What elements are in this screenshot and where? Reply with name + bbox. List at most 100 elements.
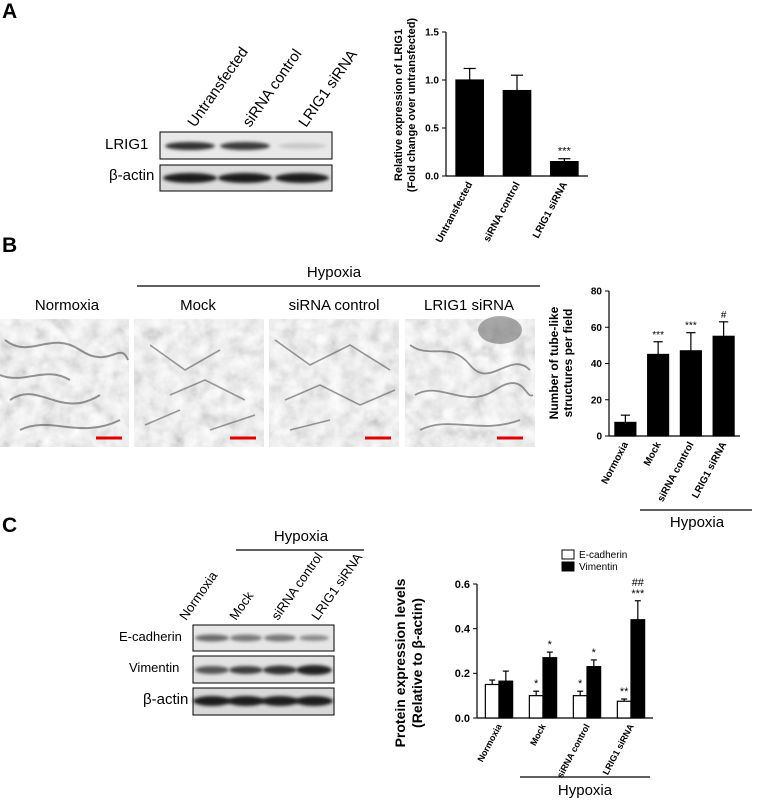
hypoxia-label: Hypoxia — [274, 528, 329, 545]
significance-label: * — [592, 647, 597, 659]
significance-label: * — [578, 678, 583, 690]
significance-label: ## — [632, 577, 645, 589]
significance-label: *** — [685, 321, 697, 332]
x-tick-label: Untransfected — [434, 180, 475, 245]
bar — [484, 683, 500, 719]
y-tick-label: 1.5 — [425, 28, 439, 39]
blot-band — [220, 142, 270, 150]
legend-swatch — [561, 561, 575, 572]
legend-label: E-cadherin — [579, 550, 627, 561]
x-tick-label: siRNA control — [555, 722, 592, 779]
bar — [528, 695, 544, 719]
significance-label: * — [534, 678, 539, 690]
significance-label: *** — [652, 330, 664, 341]
y-axis-label: Number of tube-like — [547, 306, 561, 419]
panel-a-chart: Relative expression of LRIG1 (Fold chang… — [393, 18, 588, 245]
blot-row-label: Vimentin — [129, 660, 179, 675]
bar — [614, 421, 637, 437]
y-tick-label: 0.2 — [455, 668, 470, 680]
panel-a-blot: LRIG1 β-actin — [105, 131, 333, 192]
bar — [712, 335, 735, 437]
panel-c-blot: E-cadherin Vimentin β-actin — [119, 624, 335, 716]
blot-band — [195, 666, 229, 674]
micrograph-lrig1-sirna — [405, 316, 535, 447]
y-tick-label: 40 — [591, 359, 603, 370]
bar — [502, 89, 532, 177]
blot-row-label: LRIG1 — [105, 136, 148, 153]
blot-band — [227, 696, 265, 706]
hypoxia-label: Hypoxia — [307, 264, 362, 281]
blot-row-label: β-actin — [109, 167, 154, 184]
bar — [647, 353, 670, 437]
x-tick-label: Mock — [642, 440, 664, 468]
lane-label: siRNA control — [239, 46, 305, 130]
significance-label: *** — [558, 146, 572, 158]
blot-band — [218, 173, 272, 183]
blot-band — [165, 142, 215, 150]
y-tick-label: 0.0 — [425, 172, 439, 183]
lane-label: Mock — [226, 588, 256, 622]
x-tick-label: Normoxia — [600, 440, 632, 486]
hypoxia-label: Hypoxia — [670, 514, 725, 531]
blot-row-label: β-actin — [143, 691, 188, 708]
micrograph-sirna-control — [269, 319, 399, 447]
bar — [455, 79, 484, 177]
x-tick-label: Mock — [528, 721, 548, 747]
bar — [550, 161, 579, 177]
blot-row-label: E-cadherin — [119, 629, 182, 644]
panel-b-chart: Number of tube-like structures per field… — [547, 287, 752, 531]
blot-band — [278, 143, 326, 149]
bar — [542, 657, 558, 719]
x-tick-label: LRIG1 siRNA — [601, 722, 636, 777]
y-tick-label: 0.6 — [455, 579, 470, 591]
legend-swatch — [561, 549, 575, 560]
y-tick-label: 60 — [591, 323, 603, 334]
significance-label: ** — [620, 686, 629, 698]
blot-band — [299, 635, 329, 641]
y-tick-label: 20 — [591, 395, 603, 406]
bar — [630, 619, 646, 719]
blot-band — [263, 665, 297, 675]
y-tick-label: 1.0 — [425, 76, 439, 87]
y-tick-label: 0.4 — [455, 624, 471, 636]
bar — [586, 666, 602, 719]
panel-c-lane-labels: Normoxia Mock siRNA control LRIG1 siRNA — [176, 550, 365, 623]
significance-label: * — [548, 639, 553, 651]
y-tick-label: 0.5 — [425, 124, 439, 135]
blot-band — [195, 634, 229, 642]
image-label: Mock — [180, 297, 216, 314]
blot-band — [264, 634, 296, 642]
lane-label: Normoxia — [176, 568, 221, 623]
blot-band — [275, 173, 329, 183]
blot-band — [295, 696, 333, 706]
blot-band — [230, 634, 262, 642]
y-axis-label: (Relative to β-actin) — [409, 598, 425, 728]
bar — [498, 680, 514, 719]
image-label: Normoxia — [35, 297, 100, 314]
blot-band — [193, 696, 231, 706]
lane-label: LRIG1 siRNA — [295, 47, 361, 131]
panel-a-lane-labels: Untransfected siRNA control LRIG1 siRNA — [184, 44, 361, 130]
legend-label: Vimentin — [579, 562, 618, 573]
y-axis-label: Relative expression of LRIG1 — [393, 29, 405, 181]
y-tick-label: 0.0 — [455, 713, 470, 725]
bar — [572, 695, 588, 719]
bar — [616, 700, 632, 719]
micrograph-mock — [134, 319, 264, 447]
image-label: LRIG1 siRNA — [424, 297, 514, 314]
x-tick-label: LRIG1 siRNA — [531, 180, 570, 240]
significance-label: *** — [631, 588, 645, 600]
x-tick-label: Normoxia — [475, 721, 504, 763]
panel-c-letter: C — [2, 514, 17, 537]
panel-c-chart: Protein expression levels (Relative to β… — [392, 549, 653, 799]
blot-band — [296, 665, 332, 675]
blot-band — [163, 173, 217, 183]
significance-label: # — [721, 310, 727, 321]
y-axis-label: (Fold change over untransfected) — [406, 18, 418, 193]
blot-band — [261, 696, 299, 706]
panel-b-image-labels: Normoxia Mock siRNA control LRIG1 siRNA — [35, 297, 514, 314]
x-tick-label: LRIG1 siRNA — [690, 440, 729, 500]
y-tick-label: 0 — [596, 432, 602, 443]
image-label: siRNA control — [289, 297, 380, 314]
